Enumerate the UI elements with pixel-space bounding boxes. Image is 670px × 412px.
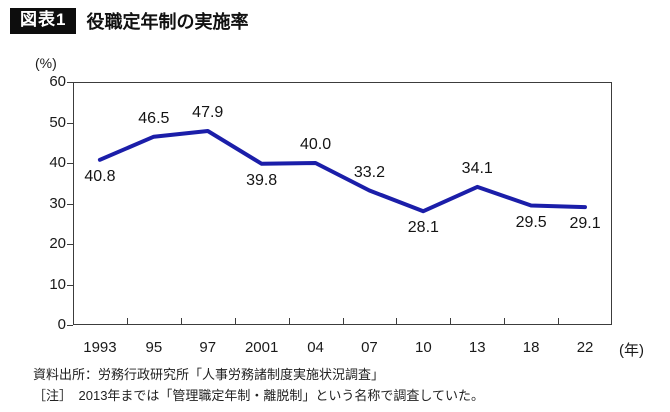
y-tick-label: 60 [49, 73, 66, 90]
x-tick-label: 1993 [83, 339, 117, 356]
x-tick-label: 13 [468, 339, 486, 356]
x-tick-label: 10 [415, 339, 432, 356]
data-label: 34.1 [461, 159, 493, 177]
x-tick-label: 18 [522, 339, 540, 356]
data-label: 33.2 [353, 163, 385, 181]
y-tick-label: 30 [49, 194, 66, 212]
y-tick-label: 10 [49, 275, 66, 293]
data-label: 29.5 [515, 213, 547, 231]
line-chart-plot [67, 82, 612, 326]
chart-title: 役職定年制の実施率 [86, 12, 249, 32]
data-label: 46.5 [138, 109, 170, 127]
x-tick-label: 95 [145, 339, 163, 356]
x-tick-label: 97 [199, 339, 217, 356]
x-tick-label: 2001 [244, 339, 279, 356]
source-note: 資料出所：労務行政研究所「人事労務諸制度実施状況調査」 [33, 367, 385, 382]
y-tick-label: 40 [49, 154, 66, 171]
y-tick-label: 0 [57, 316, 66, 333]
x-tick-label: 04 [307, 339, 324, 356]
figure-badge: 図表1 [10, 8, 77, 34]
chart-header: 図表1 役職定年制の実施率 [10, 8, 248, 34]
data-label: 47.9 [192, 104, 224, 121]
data-label: 28.1 [407, 219, 439, 237]
data-label: 40.8 [84, 167, 116, 185]
x-axis-unit-label: (年) [619, 342, 644, 359]
y-tick-label: 50 [49, 113, 66, 131]
y-tick-label: 20 [49, 235, 66, 252]
data-label: 29.1 [569, 215, 601, 233]
footnote: ［注］ 2013年までは「管理職定年制・離脱制」という名称で調査していた。 [33, 388, 485, 403]
data-label: 40.0 [299, 136, 332, 153]
x-tick-label: 07 [361, 339, 378, 356]
x-tick-label: 22 [576, 339, 594, 356]
y-axis-unit-label: (%) [35, 55, 57, 71]
data-label: 39.8 [246, 171, 278, 189]
